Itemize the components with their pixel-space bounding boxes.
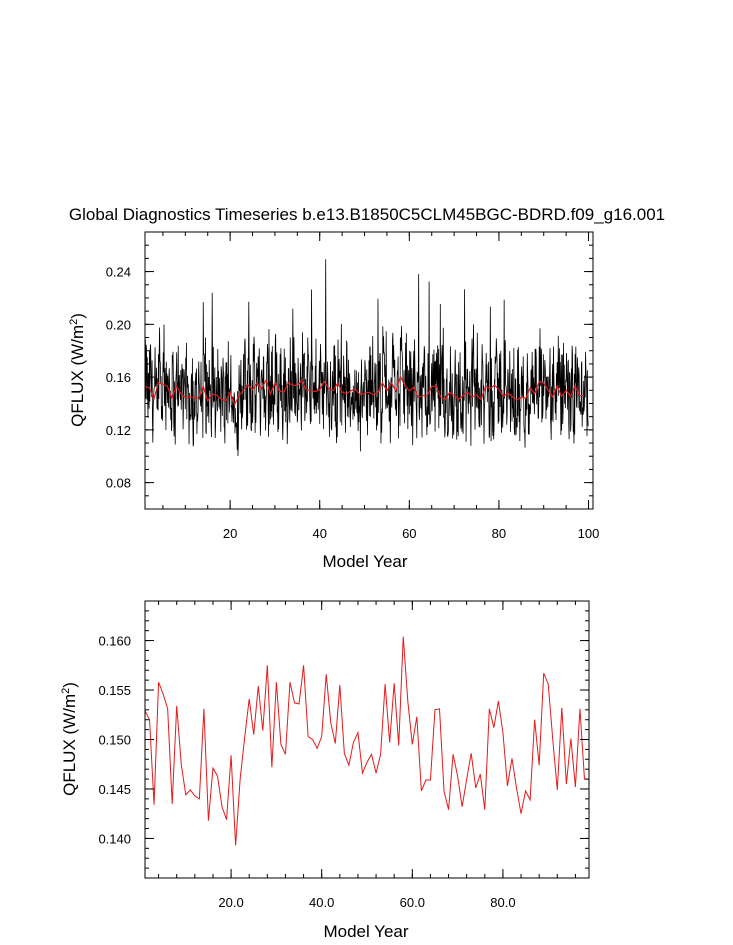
top-x-axis-label: Model Year xyxy=(322,552,407,571)
y-tick-label: 0.140 xyxy=(98,831,131,846)
x-tick-label: 60 xyxy=(402,526,416,541)
series-monthly-line xyxy=(144,259,589,456)
y-tick-label: 0.145 xyxy=(98,782,131,797)
panel-top-timeseries: Global Diagnostics Timeseries b.e13.B185… xyxy=(68,205,665,571)
chart-title: Global Diagnostics Timeseries b.e13.B185… xyxy=(69,205,665,224)
y-tick-label: 0.155 xyxy=(98,683,131,698)
plot-frame xyxy=(144,600,590,879)
series-annual-line xyxy=(144,375,585,406)
series-annual-line xyxy=(144,636,589,846)
x-tick-label: 40.0 xyxy=(309,895,334,910)
y-tick-label: 0.150 xyxy=(98,733,131,748)
y-tick-label: 0.08 xyxy=(106,476,131,491)
x-tick-label: 100 xyxy=(578,526,600,541)
y-tick-label: 0.20 xyxy=(106,317,131,332)
x-tick-label: 80 xyxy=(492,526,506,541)
y-tick-label: 0.16 xyxy=(106,370,131,385)
bottom-axes: 20.0 40.0 60.0 80.0 0.140 0.145 0.150 0.155 0.16… xyxy=(98,600,590,910)
y-tick-label: 0.160 xyxy=(98,634,131,649)
bottom-plot-area xyxy=(144,636,589,846)
top-y-axis-label: QFLUX (W/m2) xyxy=(68,313,87,427)
x-tick-label: 40 xyxy=(312,526,326,541)
x-tick-label: 20 xyxy=(223,526,237,541)
x-tick-label: 20.0 xyxy=(218,895,243,910)
top-axes: 20 40 60 80 100 0.08 0.12 0.16 0.20 0.24 xyxy=(106,231,600,541)
bottom-y-axis-label: QFLUX (W/m2) xyxy=(60,682,79,796)
bottom-x-axis-label: Model Year xyxy=(323,922,408,941)
x-tick-label: 80.0 xyxy=(490,895,515,910)
top-plot-area xyxy=(144,259,589,456)
y-tick-label: 0.24 xyxy=(106,265,131,280)
panel-bottom-annual: 20.0 40.0 60.0 80.0 0.140 0.145 0.150 0.155 0.16… xyxy=(60,600,590,941)
y-tick-label: 0.12 xyxy=(106,423,131,438)
plot-frame xyxy=(144,231,594,510)
x-tick-label: 60.0 xyxy=(400,895,425,910)
